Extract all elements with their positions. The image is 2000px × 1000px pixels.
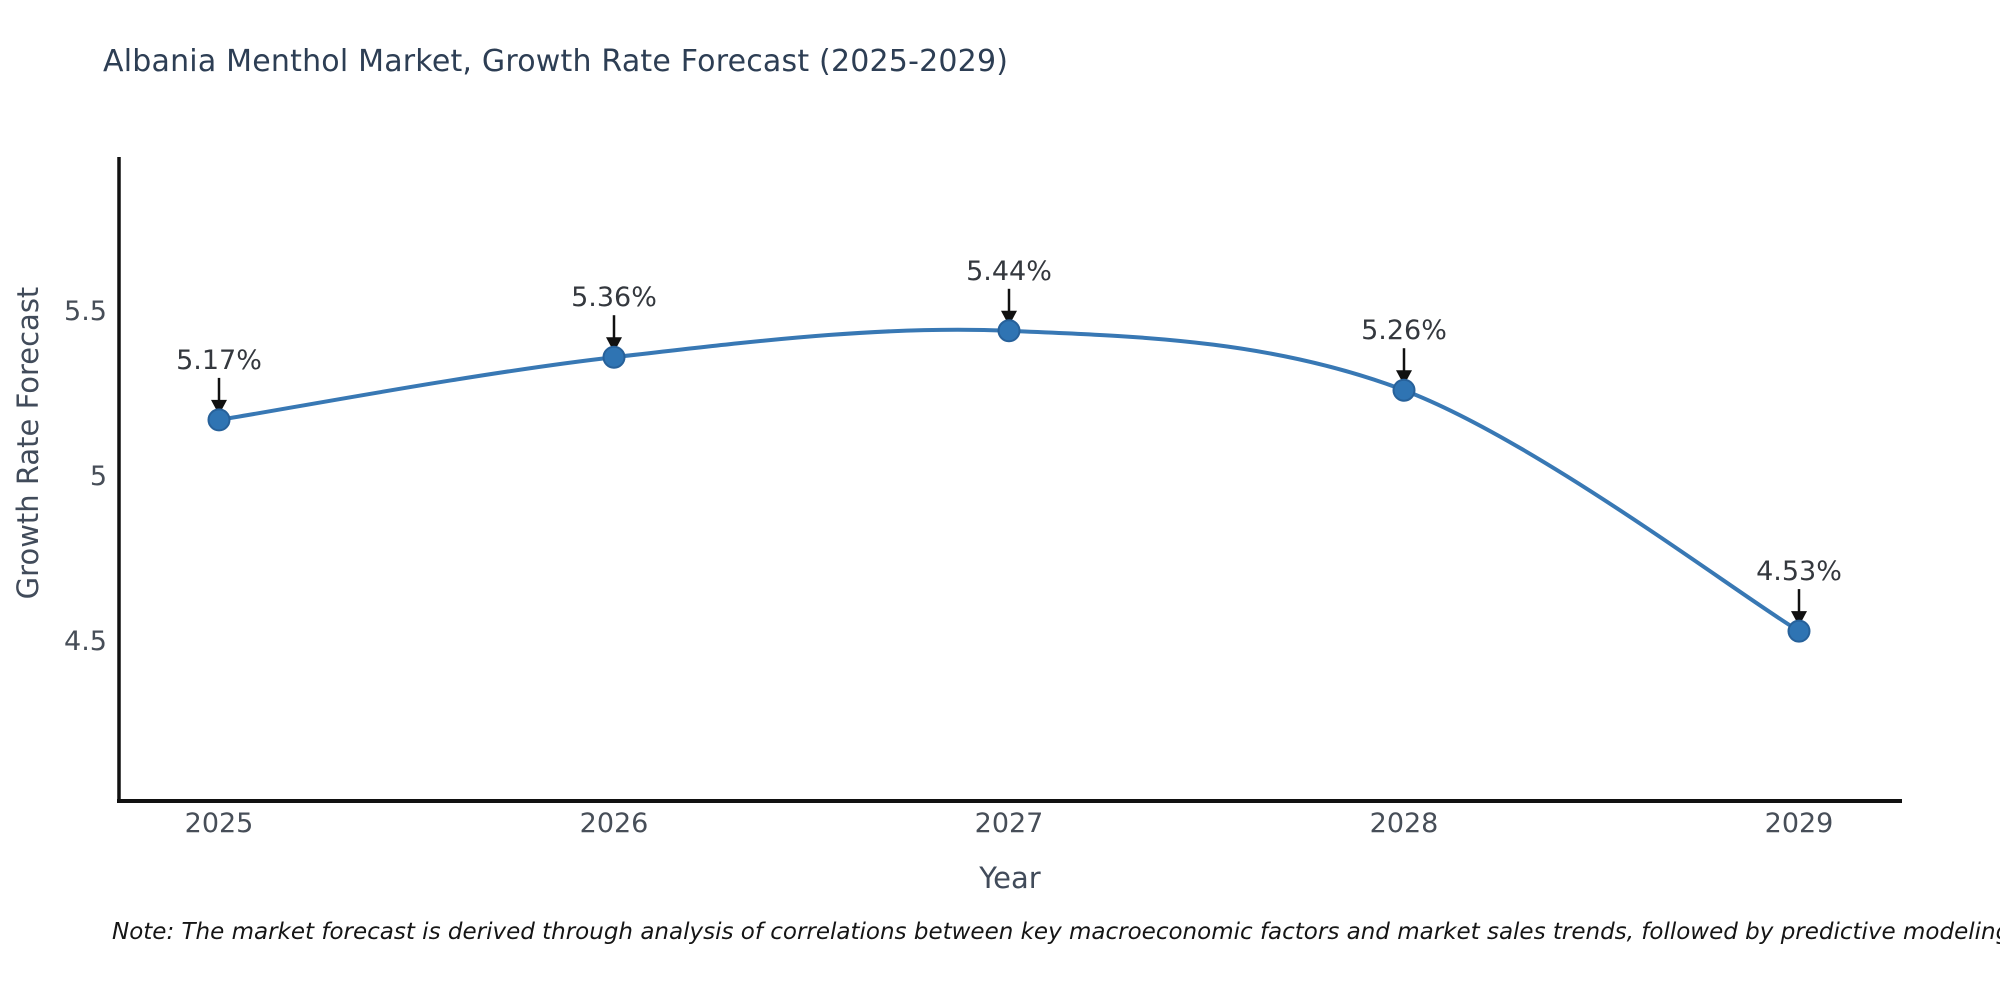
footnote: Note: The market forecast is derived thr…	[112, 919, 2000, 945]
data-point-marker	[997, 319, 1021, 343]
y-axis-title: Growth Rate Forecast	[11, 286, 45, 600]
point-label: 5.17%	[176, 345, 262, 376]
chart-title: Albania Menthol Market, Growth Rate Fore…	[103, 44, 1009, 79]
y-tick-label: 5	[90, 461, 107, 492]
data-point-marker	[1787, 619, 1811, 643]
annotation-arrow-head	[1791, 611, 1807, 627]
data-point-marker	[207, 408, 231, 432]
x-tick-label: 2028	[1370, 808, 1439, 839]
x-tick-label: 2026	[580, 808, 649, 839]
x-tick-label: 2025	[185, 808, 254, 839]
point-label: 5.26%	[1361, 315, 1447, 346]
point-label: 4.53%	[1756, 556, 1842, 587]
annotation-arrow-head	[1001, 310, 1017, 326]
y-tick-label: 5.5	[64, 296, 107, 327]
point-label: 5.44%	[966, 256, 1052, 287]
data-point-marker	[1392, 378, 1416, 402]
x-axis-title: Year	[979, 861, 1041, 895]
y-tick-label: 4.5	[64, 626, 107, 657]
annotation-arrow-head	[606, 337, 622, 353]
annotation-arrow-head	[211, 399, 227, 415]
x-tick-label: 2027	[975, 808, 1044, 839]
annotation-arrow-head	[1396, 370, 1412, 386]
point-label: 5.36%	[571, 282, 657, 313]
x-tick-label: 2029	[1765, 808, 1834, 839]
forecast-line	[217, 327, 1801, 634]
data-point-marker	[602, 345, 626, 369]
